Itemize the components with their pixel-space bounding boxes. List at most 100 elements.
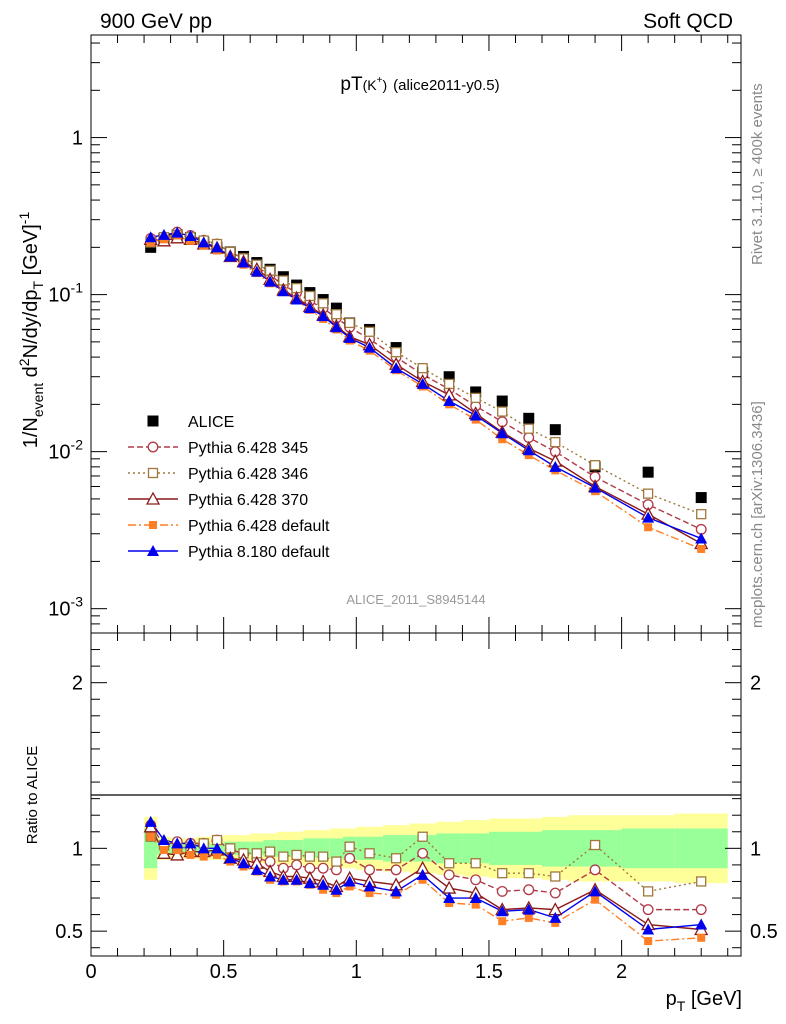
ratio-point-series-4 [250,863,263,875]
main-point-series-4 [498,435,507,444]
legend-marker-1 [147,441,159,453]
main-point-series-5 [317,310,330,322]
y-axis-label: 1/Nevent d2N/dy/dpT [GeV]-1 [16,212,46,449]
ratio-point-series-1 [291,849,302,861]
x-tick-label: 2 [616,961,627,983]
ratio-point-series-1 [364,848,375,859]
main-point-series-2 [317,298,329,309]
main-point-series-5 [549,460,562,472]
ratio-inner-band [515,831,543,865]
main-point-series-2 [417,363,428,374]
main-point-series-4 [644,523,653,532]
analysis-label: ALICE_2011_S8945144 [346,592,485,607]
ratio-ytick-label: 2 [72,673,83,695]
ratio-point-series-4 [171,837,184,849]
legend-marker-2 [147,467,159,479]
main-point-series-0 [470,386,482,398]
x-axis-label: pT [GeV] [666,988,742,1014]
main-ytick-label-base: 10 [48,285,70,307]
main-point-series-4 [146,238,155,247]
rivet-version-text: Rivet 3.1.10, [749,177,766,265]
ratio-point-series-0 [390,864,402,876]
legend-label-3: Pythia 6.428 370 [188,492,308,509]
ratio-point-series-3 [524,913,533,922]
mcplots-side-label: mcplots.cern.ch [arXiv:1306.3436] [749,401,766,628]
main-point-series-5 [184,230,197,242]
ylabel-part-a: 1/N [20,417,42,448]
plot-title-main: pT [340,74,363,95]
ratio-inner-band [674,828,728,869]
legend-label-0: ALICE [188,414,234,431]
ratio-point-series-0 [317,862,329,874]
main-point-series-2 [497,406,508,417]
legend-marker-0 [147,415,159,427]
main-point-series-2 [642,488,654,499]
ratio-point-series-4 [237,857,250,869]
main-point-series-5 [363,341,376,353]
rivet-events-text: 400k events [749,83,766,168]
ylabel-part-d: d [20,366,42,383]
main-ytick-label-base: 10 [48,442,70,464]
main-point-series-2 [550,436,561,448]
header-right: Soft QCD [643,10,733,33]
ratio-point-series-3 [199,852,208,861]
main-ytick-label: 1 [72,128,83,150]
ratio-point-series-4 [211,842,224,854]
ratio-point-series-1 [696,876,707,887]
ylabel-part-event: event [30,383,46,417]
ratio-point-series-0 [695,904,707,916]
ratio-series-markers [143,815,709,946]
main-ytick-label: 10-1 [48,280,83,307]
ratio-point-series-4 [330,883,343,895]
main-point-series-5 [522,444,535,456]
ratio-point-series-4 [549,911,562,923]
ratio-inner-band [621,828,675,869]
ratio-point-series-4 [277,873,290,885]
ratio-ytick-label: 1 [72,838,83,860]
x-tick-label: 0 [85,961,96,983]
plot-title-close: ) [382,77,387,93]
legend-label-5: Pythia 8.180 default [188,544,330,561]
main-ytick-label-exp: -2 [71,437,84,453]
ratio-point-series-1 [264,846,276,857]
ratio-point-series-4 [264,870,277,882]
ratio-point-series-4 [303,877,316,889]
ratio-point-series-3 [173,845,182,854]
plot-title-sub: (alice2011-y0.5) [393,77,499,94]
ratio-point-series-4 [184,837,197,849]
main-series-markers [143,226,709,553]
ratio-point-series-0 [642,904,654,916]
ratio-point-series-0 [417,847,429,859]
ratio-y-axis-label: Ratio to ALICE [24,746,41,844]
ratio-point-series-3 [365,889,374,898]
ratio-inner-band [488,831,516,865]
ratio-point-series-4 [290,873,303,885]
ratio-point-series-3 [591,895,600,904]
plot-title-k: (K [363,77,378,93]
ratio-point-series-0 [364,864,376,876]
main-point-series-2 [589,460,601,471]
main-point-series-5 [250,265,263,277]
ratio-point-series-4 [363,880,376,892]
main-point-series-5 [197,236,210,248]
main-ytick-label: 10-2 [48,437,83,464]
main-ytick-label: 10-3 [48,594,83,621]
main-point-series-2 [304,290,316,302]
main-point-series-0 [642,466,654,478]
ratio-point-series-1 [317,851,329,862]
ratio-inner-band [329,838,344,859]
ratio-point-series-1 [417,831,428,842]
ylabel-part-gev: [GeV] [20,224,42,281]
x-tick-label: 1 [351,961,362,983]
ratio-point-series-1 [344,841,355,852]
ratio-panel: 0.5 0.51 12 20 0.5 1 1.5 2 Ratio to ALICE [24,632,778,983]
main-panel: pT(K+) (alice2011-y0.5) ALICE_2011_S89451… [16,34,742,634]
main-point-series-2 [470,392,481,404]
main-point-series-2 [364,326,375,337]
rivet-side-label: Rivet 3.1.10, ≥ 400k events [749,83,766,265]
ratio-point-series-3 [644,937,653,946]
ratio-point-series-0 [344,852,356,864]
main-point-series-2 [390,347,402,358]
ratio-point-series-1 [444,858,455,869]
main-point-series-5 [443,395,456,407]
